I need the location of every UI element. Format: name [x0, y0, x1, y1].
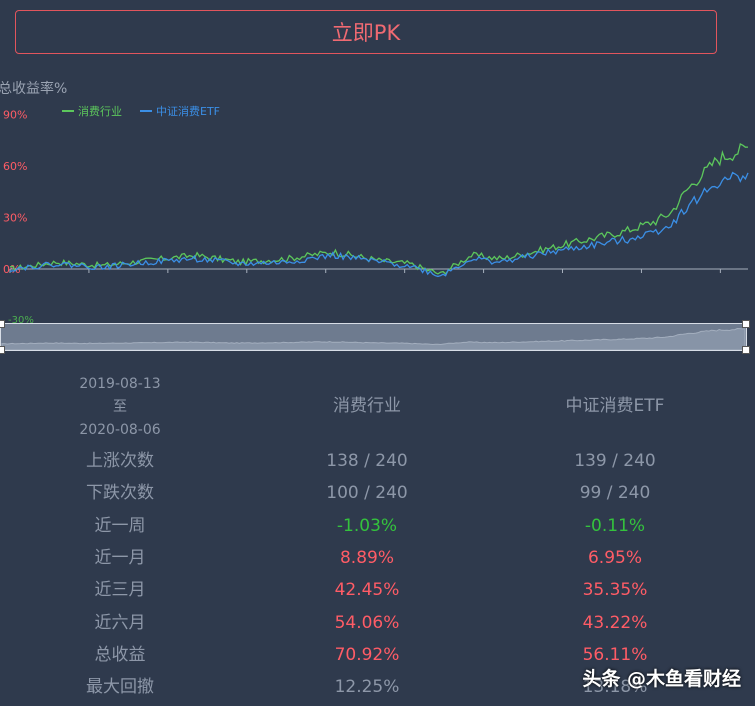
row-value-1: 100 / 240 — [326, 483, 408, 504]
stats-row: 近一周 -1.03% -0.11% — [0, 510, 755, 542]
row-value-2: 6.95% — [587, 547, 642, 568]
legend-line-icon — [140, 110, 152, 112]
row-value-2: 139 / 240 — [574, 451, 656, 471]
zoom-tick-label: -30% — [8, 315, 34, 326]
series-line-1 — [9, 143, 749, 275]
y-tick-label: 60% — [3, 160, 27, 173]
column-header-1: 消费行业 — [333, 396, 401, 416]
stats-header-row: 2019-08-13 至 2020-08-06 消费行业 中证消费ETF — [0, 372, 755, 442]
row-label: 下跌次数 — [86, 483, 154, 504]
stats-row: 上涨次数 138 / 240 139 / 240 — [0, 445, 755, 477]
row-value-1: -1.03% — [336, 515, 398, 536]
stats-row: 最大回撤 12.25% 13.18% — [0, 671, 755, 703]
zoom-preview — [1, 327, 746, 350]
data-zoom-slider[interactable] — [0, 323, 747, 351]
legend-series-2[interactable]: 中证消费ETF — [140, 103, 220, 119]
row-label: 总收益 — [94, 644, 146, 665]
row-value-1: 138 / 240 — [326, 451, 408, 471]
row-value-1: 12.25% — [334, 677, 400, 698]
y-tick-label: 90% — [3, 109, 27, 122]
pk-button[interactable]: 立即PK — [15, 10, 717, 54]
period-label: 2019-08-13 至 2020-08-06 — [40, 373, 200, 442]
legend-label: 消费行业 — [78, 105, 122, 118]
stats-row: 下跌次数 100 / 240 99 / 240 — [0, 477, 755, 509]
row-value-2: 99 / 240 — [579, 483, 651, 504]
zoom-handle-left[interactable] — [0, 320, 5, 328]
zoom-handle-left-bottom[interactable] — [0, 346, 5, 354]
column-header-2: 中证消费ETF — [565, 396, 665, 416]
stats-row: 近六月 54.06% 43.22% — [0, 607, 755, 639]
legend-label: 中证消费ETF — [156, 105, 220, 118]
row-value-1: 42.45% — [334, 580, 400, 601]
watermark: 头条 @木鱼看财经 — [582, 668, 741, 690]
row-value-1: 8.89% — [339, 547, 394, 568]
y-axis-title: 总收益率% — [0, 81, 68, 97]
row-label: 近一月 — [94, 547, 146, 568]
stats-row: 近一月 8.89% 6.95% — [0, 542, 755, 574]
y-tick-label: 30% — [3, 212, 27, 225]
stats-row: 近三月 42.45% 35.35% — [0, 574, 755, 606]
row-label: 近一周 — [94, 515, 146, 536]
period-to: 至 — [113, 399, 127, 415]
row-label: 近六月 — [94, 612, 146, 633]
zoom-handle-right-bottom[interactable] — [742, 346, 750, 354]
row-label: 上涨次数 — [86, 451, 154, 471]
row-value-2: 35.35% — [582, 580, 648, 601]
return-chart: 90%60%30%0% — [3, 109, 749, 278]
row-value-2: 13.18% — [582, 677, 648, 698]
row-value-2: 56.11% — [582, 644, 648, 665]
row-value-1: 54.06% — [334, 612, 400, 633]
period-start: 2019-08-13 — [79, 376, 161, 392]
row-value-1: 70.92% — [334, 644, 400, 665]
row-value-2: -0.11% — [584, 515, 646, 536]
series-line-2 — [9, 171, 749, 278]
legend-series-1[interactable]: 消费行业 — [62, 103, 122, 119]
row-value-2: 43.22% — [582, 612, 648, 633]
stats-row: 总收益 70.92% 56.11% — [0, 639, 755, 671]
row-label: 最大回撤 — [86, 677, 154, 698]
period-end: 2020-08-06 — [79, 422, 161, 438]
row-label: 近三月 — [94, 580, 146, 601]
zoom-handle-right[interactable] — [742, 320, 750, 328]
legend-line-icon — [62, 110, 74, 112]
